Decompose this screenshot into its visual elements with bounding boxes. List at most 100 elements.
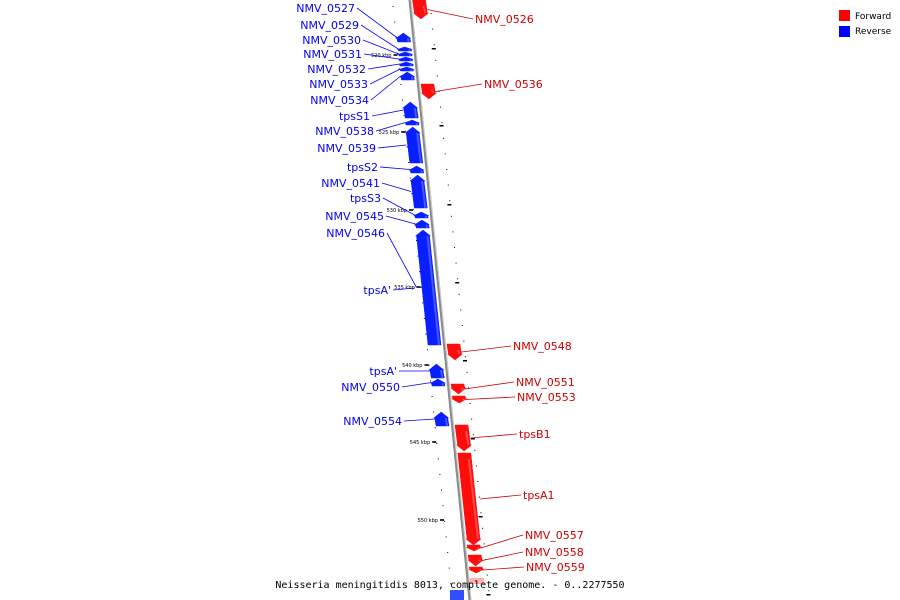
minor-tick-left: [394, 21, 396, 23]
minor-tick-right: [436, 75, 438, 77]
gene-label-forward-4: NMV_0553: [517, 391, 576, 404]
gene-forward-0[interactable]: [412, 0, 430, 20]
gene-reverse-14[interactable]: [414, 229, 442, 346]
gene-forward-1[interactable]: [420, 83, 438, 100]
legend-forward-swatch: [839, 10, 850, 21]
label-leader-line: [385, 215, 416, 225]
axis-ticks: 520 kbp 525 kbp 530 kbp 535 kbp 540 kbp 545 k…: [371, 6, 491, 596]
gene-forward-8[interactable]: [467, 554, 484, 567]
major-tick-right: [478, 516, 483, 518]
minor-tick-right: [441, 122, 443, 124]
label-leader-line: [480, 534, 524, 549]
minor-tick-right: [466, 371, 468, 373]
axis-highlight: [410, 0, 472, 600]
gene-reverse-5[interactable]: [399, 66, 415, 72]
gene-label-forward-8: NMV_0558: [525, 546, 584, 559]
minor-tick-right: [469, 403, 471, 404]
label-leader-line: [465, 396, 516, 400]
label-leader-line: [392, 287, 416, 291]
minor-tick-right: [468, 387, 470, 389]
gene-reverse-12[interactable]: [413, 211, 429, 219]
gene-label-forward-1: NMV_0536: [484, 78, 543, 91]
gene-forward-3[interactable]: [450, 383, 467, 395]
label-leader-line: [367, 63, 400, 70]
minor-tick-right: [478, 496, 480, 498]
gene-label-reverse-2: NMV_0530: [302, 34, 361, 47]
gene-reverse-7[interactable]: [401, 101, 419, 119]
minor-tick-right: [458, 293, 460, 295]
gene-forward-9[interactable]: [468, 566, 484, 574]
tick-label: 535 kbp: [394, 285, 414, 291]
major-tick-left: [401, 131, 406, 133]
major-tick-right: [447, 204, 452, 206]
minor-tick-left: [423, 318, 425, 319]
minor-tick-left: [434, 427, 436, 429]
gene-forward-7[interactable]: [466, 544, 482, 552]
minor-tick-right: [463, 340, 465, 342]
label-leader-line: [382, 197, 415, 216]
minor-tick-left: [400, 84, 402, 85]
minor-tick-right: [464, 356, 466, 358]
gene-reverse-18[interactable]: [432, 411, 450, 427]
minor-tick-left: [428, 364, 430, 366]
label-leader-line: [403, 418, 435, 422]
label-leader-line: [470, 433, 518, 439]
gene-reverse-3[interactable]: [398, 56, 414, 62]
minor-tick-right: [455, 262, 457, 264]
minor-tick-left: [426, 349, 428, 351]
label-leader-line: [381, 182, 412, 192]
gene-reverse-16[interactable]: [428, 363, 445, 379]
minor-tick-left: [444, 520, 446, 522]
genome-axis: [408, 0, 472, 600]
minor-tick-right: [432, 28, 434, 30]
gene-reverse-6[interactable]: [398, 71, 416, 81]
gene-reverse-9[interactable]: [404, 126, 424, 164]
gene-forward-5[interactable]: [454, 424, 473, 452]
major-tick-right: [455, 282, 460, 284]
gene-reverse-1[interactable]: [397, 46, 413, 52]
major-tick-left: [424, 364, 429, 366]
gene-label-reverse-14: NMV_0546: [326, 227, 385, 240]
major-tick-right: [439, 125, 444, 127]
gene-reverse-4[interactable]: [398, 61, 414, 67]
minor-tick-left: [412, 208, 414, 210]
label-leader-line: [482, 566, 525, 571]
legend-reverse-swatch: [839, 26, 850, 37]
gene-label-forward-5: tpsB1: [519, 428, 551, 441]
tick-label: 525 kbp: [379, 130, 399, 136]
minor-tick-right: [452, 231, 454, 233]
gene-reverse-13[interactable]: [413, 219, 431, 229]
gene-label-reverse-10: tpsS2: [347, 161, 378, 174]
minor-tick-right: [435, 59, 437, 61]
label-leader-line: [427, 9, 474, 20]
minor-tick-left: [395, 37, 397, 39]
minor-tick-left: [420, 286, 422, 288]
gene-label-reverse-0: NMV_0527: [296, 2, 355, 15]
gene-label-reverse-9: NMV_0539: [317, 142, 376, 155]
label-leader-line: [360, 24, 399, 50]
gene-reverse-8[interactable]: [404, 119, 420, 126]
gene-forward-4[interactable]: [450, 395, 468, 404]
gene-label-reverse-11: NMV_0541: [321, 177, 380, 190]
gene-reverse-10[interactable]: [408, 165, 426, 174]
major-tick-left: [432, 441, 437, 443]
gene-reverse-0[interactable]: [395, 32, 412, 43]
minor-tick-right: [430, 13, 432, 14]
gene-forward-6[interactable]: [457, 452, 482, 546]
tick-label: 550 kbp: [418, 518, 438, 524]
gene-reverse-partial: [450, 590, 464, 600]
gene-label-forward-3: NMV_0551: [516, 376, 575, 389]
tick-label: 545 kbp: [410, 440, 430, 446]
minor-tick-left: [445, 536, 447, 538]
gene-label-reverse-12: tpsS3: [350, 192, 381, 205]
minor-tick-left: [431, 396, 433, 397]
gene-reverse-11[interactable]: [409, 174, 428, 209]
gene-forward-2[interactable]: [446, 343, 464, 361]
gene-reverse-17[interactable]: [429, 378, 447, 387]
minor-tick-right: [480, 512, 482, 514]
gene-reverse-2[interactable]: [397, 51, 413, 57]
minor-tick-right: [486, 574, 488, 576]
label-leader-line: [435, 83, 483, 92]
